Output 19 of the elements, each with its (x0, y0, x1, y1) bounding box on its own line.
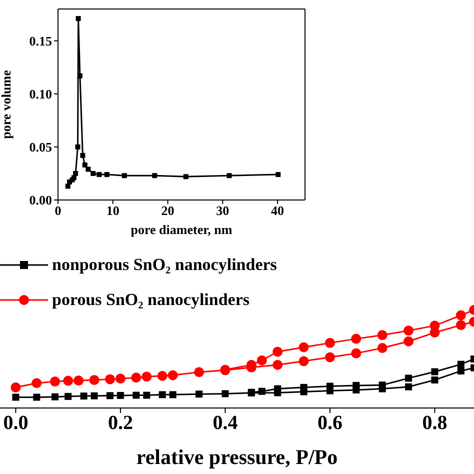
x-tick-label: 0.0 (3, 412, 28, 434)
x-tick-label: 0.4 (212, 412, 238, 434)
y-tick-label: 0.00 (29, 192, 52, 208)
y-tick-label: 0.05 (29, 140, 52, 155)
x-tick-label: 0.6 (317, 412, 342, 434)
x-tick-label: 20 (161, 203, 174, 218)
legend-label: porous SnO₂ nanocylinders (52, 290, 250, 310)
x-tick-label: 40 (271, 203, 284, 218)
x-tick-label: 0.2 (108, 412, 133, 434)
y-tick-label: 0.15 (29, 33, 52, 48)
x-axis-title: pore diameter, nm (130, 222, 232, 237)
y-tick-label: 0.10 (29, 86, 52, 102)
x-tick-label: 10 (106, 203, 120, 218)
y-axis-title: pore volume (0, 70, 14, 139)
legend-label: nonporous SnO₂ nanocylinders (52, 254, 277, 274)
x-tick-label: 30 (216, 203, 230, 218)
x-axis-title: relative pressure, P/Po (136, 445, 338, 469)
x-tick-label: 0.8 (422, 412, 448, 434)
x-tick-label: 0 (54, 203, 62, 218)
